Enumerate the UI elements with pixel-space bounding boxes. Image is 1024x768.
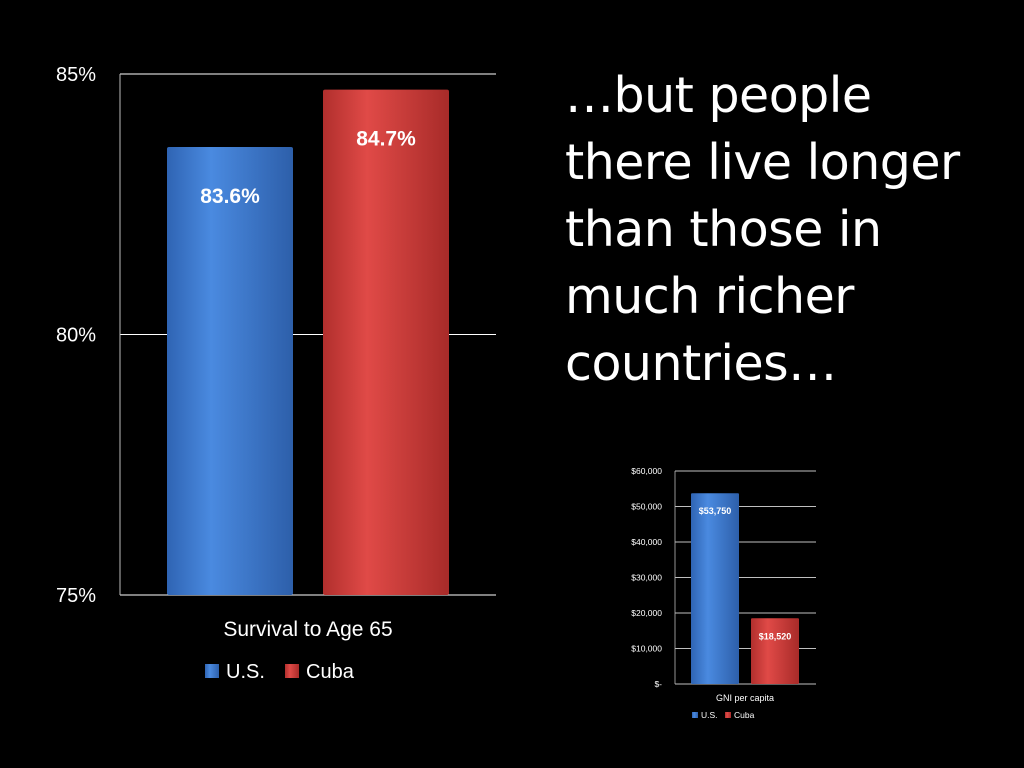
data-label-us: $53,750 bbox=[699, 506, 732, 516]
main-data-labels: 83.6% 84.7% bbox=[200, 128, 416, 208]
y-tick-label: 75% bbox=[56, 585, 96, 607]
main-category-label: Survival to Age 65 bbox=[223, 618, 392, 641]
legend-label-cuba: Cuba bbox=[306, 661, 355, 683]
main-y-ticks: 75% 80% 85% bbox=[56, 64, 96, 607]
gni-legend-label-cuba: Cuba bbox=[734, 710, 755, 720]
legend-swatch-us bbox=[205, 664, 219, 678]
bar-us bbox=[167, 146, 293, 595]
legend-label-us: U.S. bbox=[226, 661, 265, 683]
bar-cuba bbox=[323, 89, 449, 595]
gni-data-labels: $53,750 $18,520 bbox=[699, 506, 792, 641]
y-tick-label: $40,000 bbox=[631, 537, 662, 547]
y-tick-label: 85% bbox=[56, 64, 96, 86]
headline-line-2: there live longer bbox=[565, 134, 960, 191]
gni-legend-swatch-cuba bbox=[725, 712, 731, 718]
gni-category-label: GNI per capita bbox=[716, 693, 774, 703]
headline-line-3: than those in bbox=[565, 201, 882, 258]
y-tick-label: $60,000 bbox=[631, 466, 662, 476]
data-label-us: 83.6% bbox=[200, 185, 260, 208]
main-bars bbox=[167, 89, 449, 595]
y-tick-label: $- bbox=[654, 679, 662, 689]
headline-line-4: much richer bbox=[565, 268, 854, 325]
y-tick-label: $10,000 bbox=[631, 644, 662, 654]
gni-bars bbox=[691, 493, 799, 684]
gni-legend-swatch-us bbox=[692, 712, 698, 718]
data-label-cuba: $18,520 bbox=[759, 631, 792, 641]
y-tick-label: $30,000 bbox=[631, 573, 662, 583]
headline-line-5: countries… bbox=[565, 335, 837, 392]
headline-line-1: …but people bbox=[565, 67, 872, 124]
gni-y-ticks: $- $10,000 $20,000 $30,000 $40,000 $50,000 $60… bbox=[631, 466, 662, 689]
y-tick-label: 80% bbox=[56, 325, 96, 347]
bar-cuba bbox=[751, 618, 799, 684]
gni-legend-label-us: U.S. bbox=[701, 710, 718, 720]
main-legend: U.S. Cuba bbox=[205, 661, 355, 683]
y-tick-label: $50,000 bbox=[631, 502, 662, 512]
gni-legend: U.S. Cuba bbox=[692, 710, 755, 720]
bar-us bbox=[691, 493, 739, 684]
survival-chart: 75%80%85% 83.6%84.7% Survival to Age 65 … bbox=[56, 64, 496, 683]
y-tick-label: $20,000 bbox=[631, 608, 662, 618]
data-label-cuba: 84.7% bbox=[356, 128, 416, 151]
slide-headline: …but people there live longer than those… bbox=[565, 62, 995, 397]
legend-swatch-cuba bbox=[285, 664, 299, 678]
